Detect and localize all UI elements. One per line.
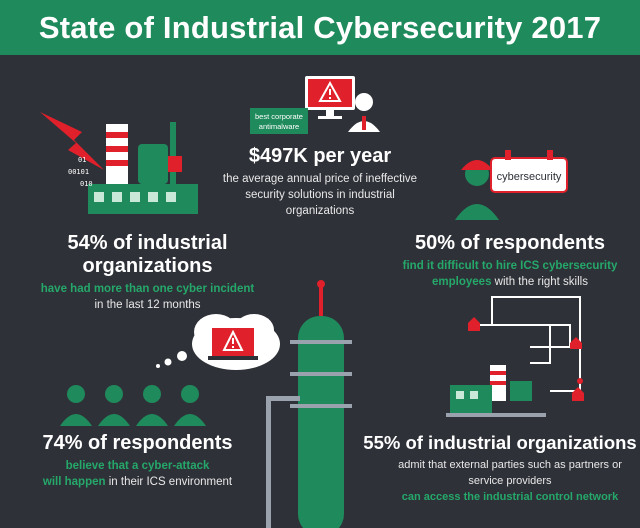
stat-access-line2: service providers xyxy=(468,475,552,487)
central-tower-illustration xyxy=(266,280,352,528)
sign-line1: best corporate xyxy=(255,112,303,121)
sign-line2: antimalware xyxy=(259,122,299,131)
stat-access-line3: can access the industrial control networ… xyxy=(401,491,619,503)
stat-attack-headline: 74% of respondents xyxy=(42,432,233,454)
monitor-warning-illustration: best corporate antimalware xyxy=(250,76,380,134)
stat-access-line1: admit that external parties such as part… xyxy=(398,459,622,471)
stat-price-headline: $497K per year xyxy=(248,145,392,167)
badge-text: cybersecurity xyxy=(497,171,562,183)
binary-text: 01 xyxy=(78,156,86,164)
worker-badge-illustration: cybersecurity xyxy=(455,150,568,220)
stat-incident: 54% of industrial organizations have had… xyxy=(0,232,295,313)
binary-text: 00101 xyxy=(68,168,89,176)
stat-price: $497K per year the average annual price … xyxy=(220,145,420,219)
stat-hire-line1: find it difficult to hire ICS cybersecur… xyxy=(402,260,618,272)
warning-icon xyxy=(222,329,244,351)
stat-access-headline: 55% of industrial organizations xyxy=(363,432,637,453)
stat-incident-line1: have had more than one cyber incident xyxy=(40,283,255,295)
stat-price-line3: organizations xyxy=(285,205,355,217)
stat-hire-line2-green: employees xyxy=(432,276,492,288)
stat-attack: 74% of respondents believe that a cyber-… xyxy=(0,432,275,490)
binary-text: 010 xyxy=(80,180,93,188)
person-icon xyxy=(355,93,373,111)
cloud-warning-illustration xyxy=(156,314,280,370)
stat-attack-line2-green: will happen xyxy=(42,476,106,488)
warning-icon xyxy=(318,80,342,102)
stat-hire-line2: employees with the right skills xyxy=(380,274,640,290)
network-plant-illustration xyxy=(446,296,584,417)
lightning-bolt-icon xyxy=(40,112,104,170)
stat-hire: 50% of respondents find it difficult to … xyxy=(380,232,640,290)
people-group-illustration xyxy=(60,385,206,426)
stat-attack-line1: believe that a cyber-attack xyxy=(65,460,210,472)
stat-access: 55% of industrial organizations admit th… xyxy=(363,432,640,505)
stat-incident-line2: in the last 12 months xyxy=(94,299,201,311)
stat-price-line2: security solutions in industrial xyxy=(245,189,395,201)
stat-attack-line2-white: in their ICS environment xyxy=(105,476,233,488)
factory-attack-illustration: 01 00101 010 xyxy=(40,112,198,214)
stat-hire-headline: 50% of respondents xyxy=(414,232,606,254)
stat-price-line1: the average annual price of ineffective xyxy=(222,173,418,185)
stat-hire-line2-white: with the right skills xyxy=(491,276,588,288)
stat-attack-line2: will happen in their ICS environment xyxy=(0,474,275,490)
title-banner: State of Industrial Cybersecurity 2017 xyxy=(0,0,640,55)
stat-incident-headline: 54% of industrial organizations xyxy=(67,232,228,277)
page-title: State of Industrial Cybersecurity 2017 xyxy=(38,9,602,45)
